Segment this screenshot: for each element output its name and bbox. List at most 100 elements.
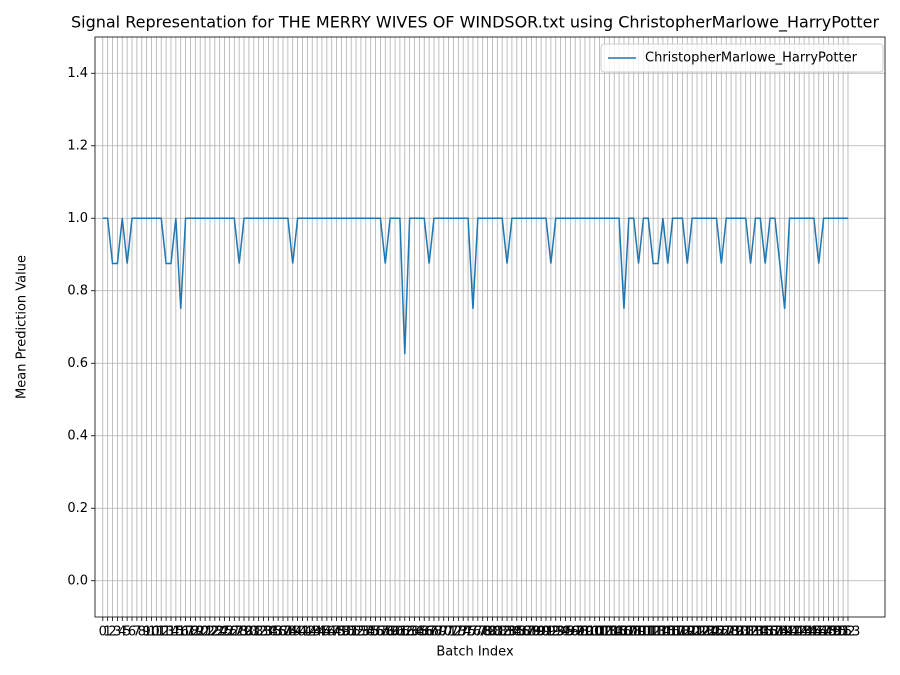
x-tick-label: 100 <box>577 625 602 640</box>
x-tick-label: 7 <box>133 625 141 640</box>
x-tick-label: 33 <box>255 625 272 640</box>
x-tick-label: 151 <box>826 625 851 640</box>
x-tick-label: 6 <box>128 625 136 640</box>
x-tick-label: 125 <box>699 625 724 640</box>
x-tick-label: 130 <box>724 625 749 640</box>
x-tick-label: 117 <box>660 625 685 640</box>
x-tick-label: 138 <box>763 625 788 640</box>
x-tick-label: 12 <box>153 625 170 640</box>
x-tick-label: 45 <box>314 625 331 640</box>
x-tick-label: 61 <box>392 625 409 640</box>
x-tick-label: 37 <box>275 625 292 640</box>
x-tick-label: 148 <box>811 625 836 640</box>
x-tick-label: 1 <box>104 625 112 640</box>
x-tick-label: 146 <box>801 625 826 640</box>
x-tick-label: 86 <box>513 625 530 640</box>
x-tick-label: 2 <box>108 625 116 640</box>
x-tick-label: 35 <box>265 625 282 640</box>
x-tick-label: 107 <box>612 625 637 640</box>
x-tick-label: 34 <box>260 625 277 640</box>
x-tick-label: 85 <box>509 625 526 640</box>
x-axis-label: Batch Index <box>436 645 514 660</box>
x-tick-label: 102 <box>587 625 612 640</box>
x-tick-label: 60 <box>387 625 404 640</box>
x-tick-label: 132 <box>733 625 758 640</box>
x-tick-label: 118 <box>665 625 690 640</box>
y-tick-label: 0.6 <box>67 356 88 371</box>
x-tick-label: 97 <box>567 625 584 640</box>
x-tick-label: 23 <box>207 625 224 640</box>
x-tick-label: 120 <box>675 625 700 640</box>
x-tick-label: 92 <box>543 625 560 640</box>
x-tick-label: 9 <box>142 625 150 640</box>
x-tick-label: 104 <box>597 625 622 640</box>
y-tick-label: 0.8 <box>67 283 88 298</box>
x-tick-label: 122 <box>685 625 710 640</box>
y-tick-label: 1.0 <box>67 211 88 226</box>
x-tick-label: 14 <box>163 625 180 640</box>
x-tick-label: 124 <box>694 625 719 640</box>
x-tick-label: 134 <box>743 625 768 640</box>
x-tick-label: 76 <box>465 625 482 640</box>
x-tick-label: 88 <box>523 625 540 640</box>
data-line <box>102 217 848 355</box>
x-tick-label: 142 <box>782 625 807 640</box>
x-tick-label: 41 <box>294 625 311 640</box>
x-tick-label: 74 <box>455 625 472 640</box>
x-tick-label: 101 <box>582 625 607 640</box>
x-tick-label: 103 <box>592 625 617 640</box>
x-tick-label: 42 <box>299 625 316 640</box>
x-tick-label: 91 <box>538 625 555 640</box>
x-tick-label: 147 <box>806 625 831 640</box>
x-tick-label: 121 <box>680 625 705 640</box>
x-tick-label: 24 <box>211 625 228 640</box>
x-tick-label: 19 <box>187 625 204 640</box>
x-tick-label: 20 <box>192 625 209 640</box>
x-tick-label: 133 <box>738 625 763 640</box>
x-tick-label: 25 <box>216 625 233 640</box>
x-tick-label: 144 <box>792 625 817 640</box>
x-tick-label: 63 <box>401 625 418 640</box>
x-tick-label: 87 <box>518 625 535 640</box>
x-tick-label: 55 <box>362 625 379 640</box>
x-tick-label: 78 <box>474 625 491 640</box>
chart-title: Signal Representation for THE MERRY WIVE… <box>71 13 879 33</box>
x-tick-label: 31 <box>246 625 263 640</box>
x-tick-label: 68 <box>426 625 443 640</box>
x-tick-label: 73 <box>450 625 467 640</box>
x-tick-label: 15 <box>168 625 185 640</box>
x-tick-label: 139 <box>767 625 792 640</box>
x-tick-label: 141 <box>777 625 802 640</box>
x-tick-label: 111 <box>631 625 656 640</box>
x-tick-label: 0 <box>99 625 107 640</box>
x-tick-label: 66 <box>416 625 433 640</box>
x-tick-label: 27 <box>226 625 243 640</box>
x-tick-label: 4 <box>118 625 126 640</box>
x-tick-label: 44 <box>309 625 326 640</box>
x-tick-label: 98 <box>572 625 589 640</box>
x-tick-label: 119 <box>670 625 695 640</box>
x-tick-label: 56 <box>367 625 384 640</box>
x-tick-label: 28 <box>231 625 248 640</box>
x-tick-label: 82 <box>494 625 511 640</box>
x-tick-label: 3 <box>113 625 121 640</box>
legend-box <box>600 43 884 73</box>
x-tick-label: 53 <box>353 625 370 640</box>
x-tick-label: 90 <box>533 625 550 640</box>
x-tick-label: 114 <box>646 625 671 640</box>
x-tick-label: 80 <box>484 625 501 640</box>
x-tick-label: 32 <box>250 625 267 640</box>
y-tick-label: 0.0 <box>67 573 88 588</box>
x-tick-label: 116 <box>655 625 680 640</box>
x-tick-label: 106 <box>607 625 632 640</box>
x-tick-label: 46 <box>319 625 336 640</box>
x-tick-label: 16 <box>172 625 189 640</box>
x-tick-label: 5 <box>123 625 131 640</box>
x-tick-label: 105 <box>602 625 627 640</box>
x-tick-label: 51 <box>343 625 360 640</box>
y-tick-label: 1.4 <box>67 66 88 81</box>
x-tick-label: 143 <box>787 625 812 640</box>
x-tick-label: 153 <box>836 625 861 640</box>
x-tick-label: 140 <box>772 625 797 640</box>
